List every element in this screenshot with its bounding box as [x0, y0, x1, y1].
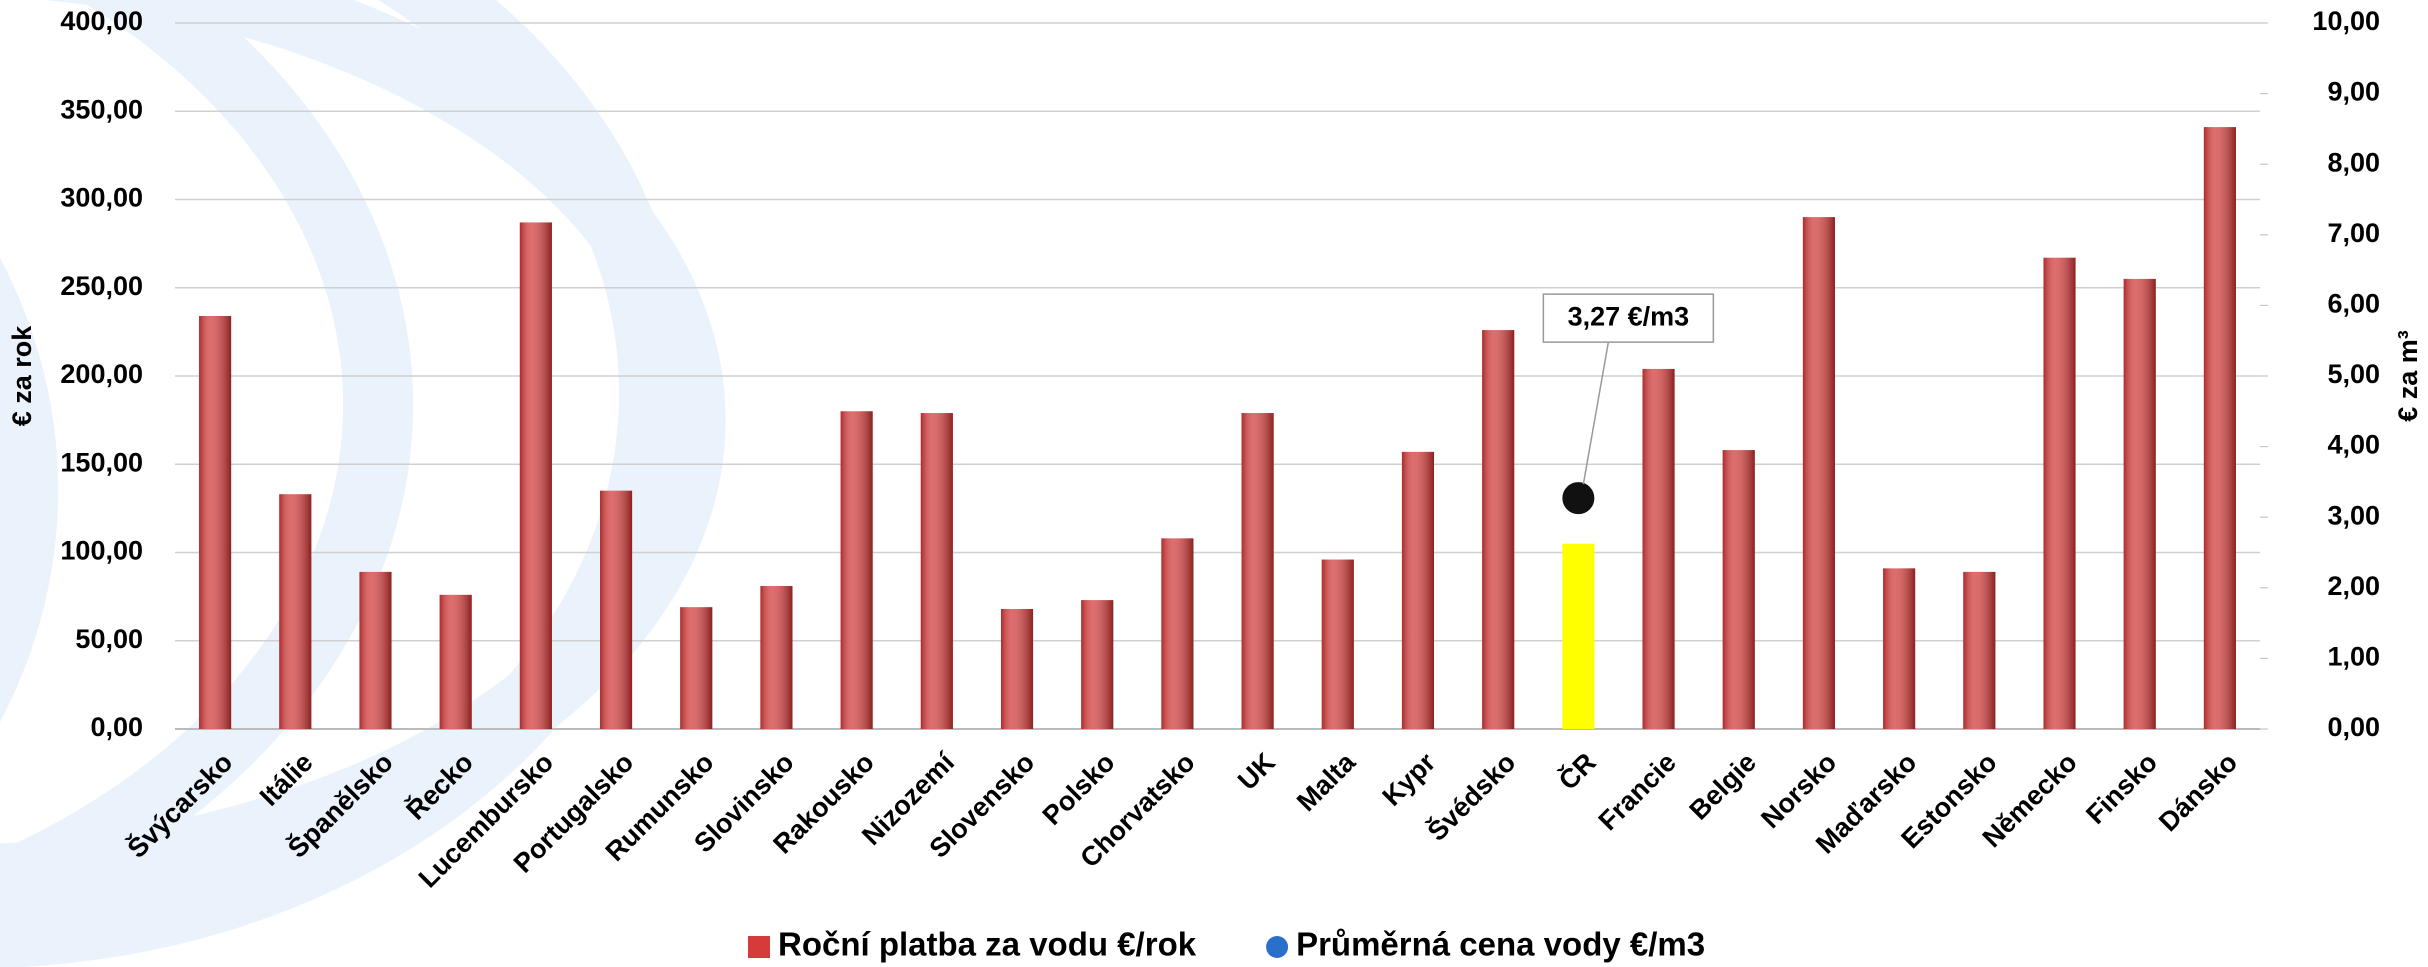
- bar: [1562, 543, 1595, 729]
- bar-shade: [1722, 450, 1755, 729]
- y2-tick-label: 1,00: [2327, 642, 2380, 672]
- bar-shade: [279, 494, 312, 729]
- legend-label: Průměrná cena vody €/m3: [1296, 926, 1705, 963]
- bar-shade: [519, 222, 552, 729]
- bar-shade: [359, 571, 392, 729]
- bar-shade: [1883, 568, 1916, 729]
- bar-shade: [1161, 538, 1194, 729]
- bar-shade: [680, 607, 713, 729]
- y2-tick-label: 6,00: [2327, 289, 2380, 319]
- bar-shade: [920, 413, 953, 729]
- bar-shade: [2043, 257, 2076, 729]
- callout-line: [1582, 342, 1610, 485]
- x-tick-label: Kypr: [1377, 747, 1442, 812]
- y-tick-label: 0,00: [90, 712, 143, 742]
- y-tick-label: 300,00: [60, 183, 143, 213]
- bar-shade: [760, 586, 793, 729]
- background-decoration: [0, 0, 726, 967]
- y-tick-label: 250,00: [60, 271, 143, 301]
- legend-label: Roční platba za vodu €/rok: [778, 926, 1197, 963]
- bar-shade: [1321, 559, 1354, 729]
- legend-swatch: [748, 936, 770, 958]
- bar-shade: [2123, 278, 2156, 729]
- x-tick-label: Malta: [1291, 746, 1362, 817]
- y-tick-label: 150,00: [60, 447, 143, 477]
- bar-shade: [1081, 600, 1114, 729]
- y2-tick-label: 8,00: [2327, 147, 2380, 177]
- bar-shade: [1000, 608, 1034, 729]
- y-axis-label: € za rok: [7, 325, 37, 427]
- bar-shade: [1482, 330, 1515, 729]
- x-tick-label: Francie: [1593, 747, 1682, 836]
- y-tick-label: 350,00: [60, 94, 143, 124]
- y2-tick-label: 4,00: [2327, 430, 2380, 460]
- x-tick-label: UK: [1232, 747, 1281, 796]
- y2-tick-label: 7,00: [2327, 218, 2380, 248]
- dot: [1560, 480, 1597, 517]
- y2-tick-label: 9,00: [2327, 77, 2380, 107]
- bar-shade: [840, 411, 873, 729]
- bar-shade: [439, 594, 472, 729]
- y2-tick-label: 5,00: [2327, 359, 2380, 389]
- bar-shade: [1642, 368, 1675, 729]
- bar-shade: [1802, 217, 1835, 729]
- y-tick-label: 400,00: [60, 6, 143, 36]
- x-tick-label: Švédsko: [1421, 746, 1521, 846]
- y2-tick-label: 2,00: [2327, 571, 2380, 601]
- bar-shade: [199, 315, 232, 729]
- y2-tick-label: 10,00: [2312, 6, 2380, 36]
- y-tick-label: 100,00: [60, 536, 143, 566]
- y2-tick-label: 3,00: [2327, 500, 2380, 530]
- x-tick-label: Belgie: [1684, 747, 1763, 826]
- bar-shade: [1241, 413, 1274, 729]
- legend-swatch: [1266, 936, 1289, 958]
- bar-shade: [1963, 571, 1996, 729]
- y2-tick-label: 0,00: [2327, 712, 2380, 742]
- data-label: 3,27 €/m3: [1568, 301, 1690, 331]
- bar-shade: [2203, 127, 2236, 729]
- y2-axis-label: € za m³: [2393, 330, 2423, 422]
- x-tick-label: Finsko: [2080, 747, 2163, 830]
- bar-shade: [1401, 451, 1435, 729]
- bar-shade: [600, 490, 633, 729]
- y-tick-label: 200,00: [60, 359, 143, 389]
- callout-box: [1542, 293, 1715, 343]
- y-tick-label: 50,00: [75, 624, 143, 654]
- x-tick-label: Dánsko: [2153, 747, 2243, 837]
- x-tick-label: ČR: [1552, 746, 1601, 795]
